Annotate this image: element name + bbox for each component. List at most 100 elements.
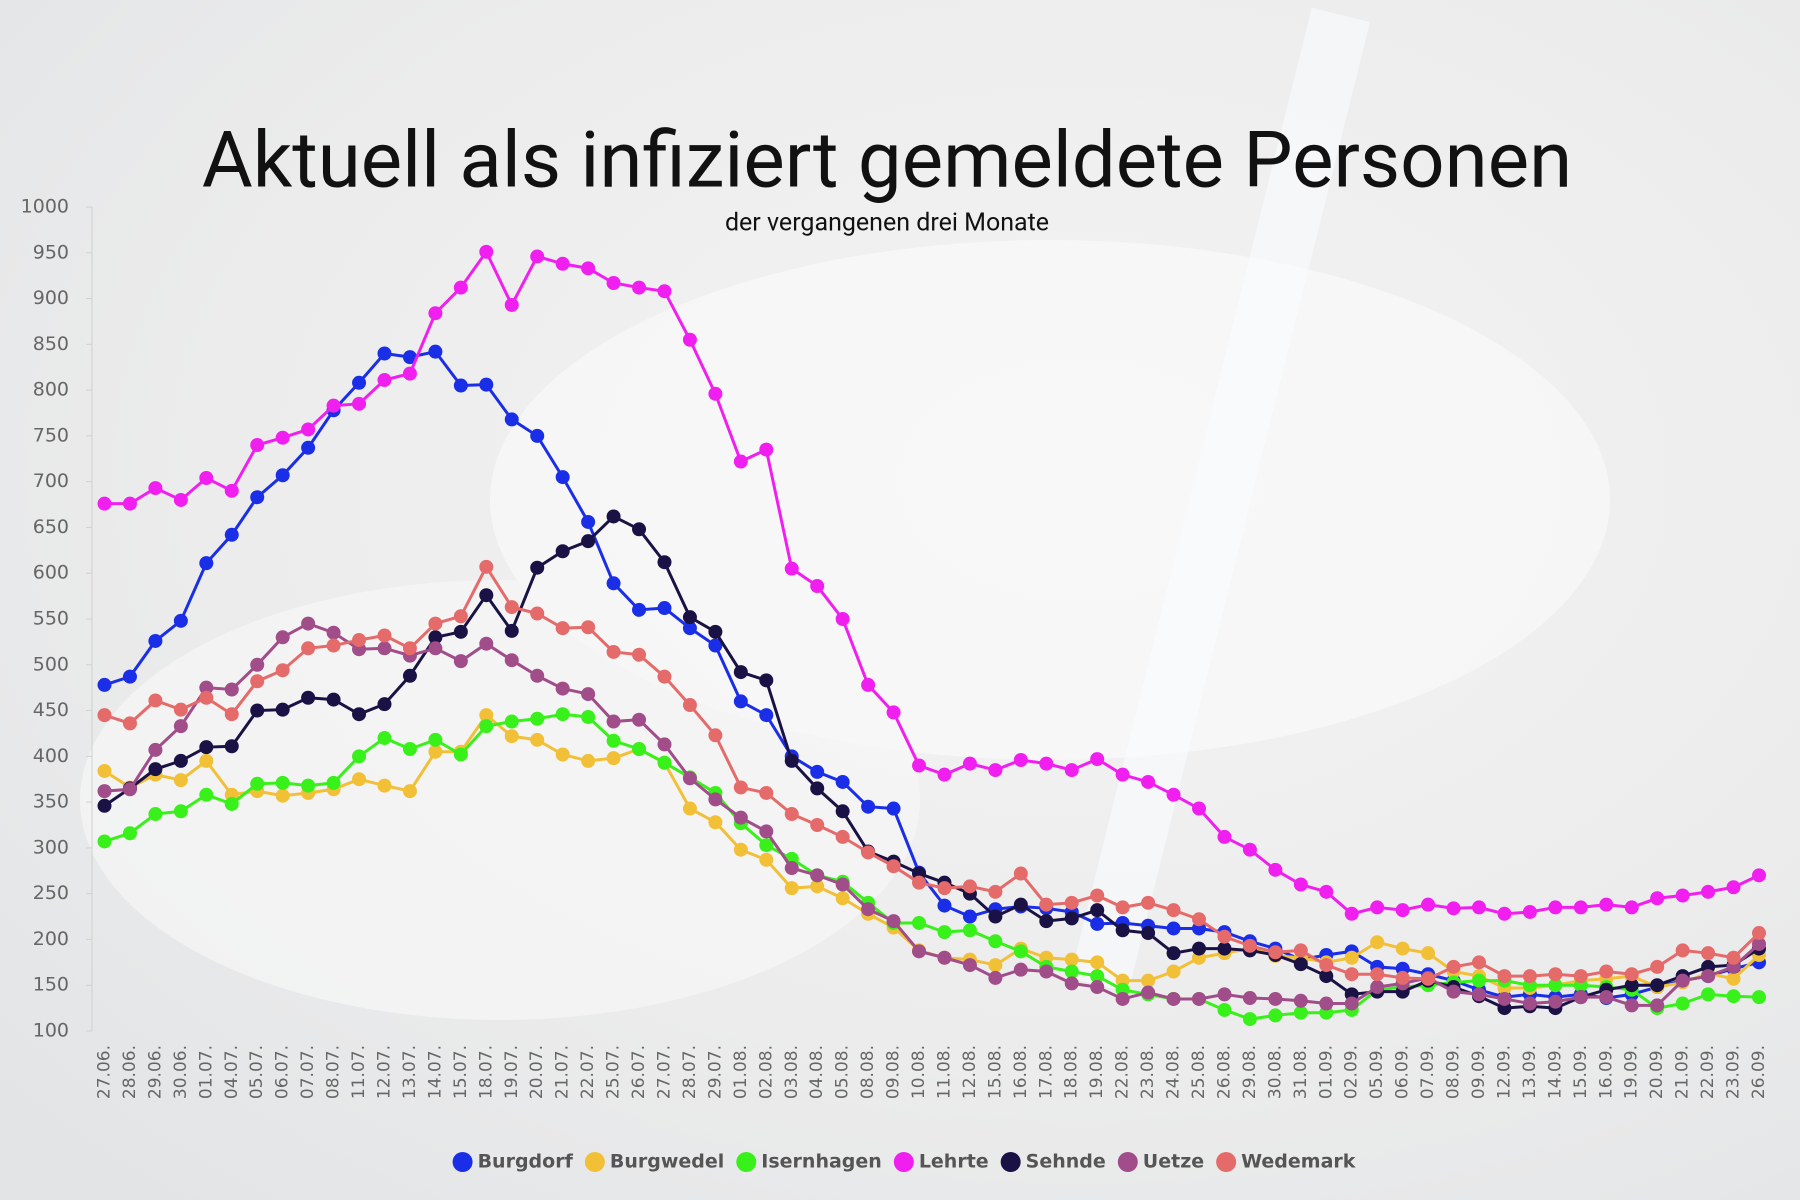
- data-point: [1319, 969, 1334, 984]
- data-point: [555, 256, 570, 271]
- data-point: [682, 771, 697, 786]
- data-point: [962, 756, 977, 771]
- data-point: [708, 815, 723, 830]
- data-point: [97, 784, 112, 799]
- x-tick-label: 30.06.: [171, 1045, 191, 1099]
- data-point: [402, 641, 417, 656]
- data-point: [810, 818, 825, 832]
- data-point: [377, 778, 392, 793]
- data-point: [1446, 901, 1461, 916]
- data-point: [810, 579, 825, 594]
- data-point: [962, 879, 977, 894]
- data-point: [275, 775, 290, 790]
- data-point: [1395, 970, 1410, 985]
- legend-marker: [736, 1152, 757, 1172]
- data-point: [937, 881, 952, 896]
- data-point: [810, 868, 825, 883]
- data-point: [1013, 944, 1028, 959]
- data-point: [555, 747, 570, 762]
- legend-label: Sehnde: [1026, 1151, 1106, 1173]
- data-point: [835, 774, 850, 789]
- data-point: [173, 753, 188, 768]
- data-point: [962, 909, 977, 924]
- data-point: [1090, 916, 1105, 931]
- data-point: [530, 711, 545, 726]
- data-point: [1064, 976, 1079, 991]
- data-point: [1217, 941, 1232, 956]
- data-point: [1421, 897, 1436, 912]
- data-point: [1217, 987, 1232, 1002]
- data-point: [861, 799, 876, 814]
- x-tick-label: 21.07.: [553, 1045, 573, 1099]
- data-point: [912, 944, 927, 959]
- data-point: [632, 712, 647, 727]
- data-point: [173, 613, 188, 628]
- data-point: [1115, 900, 1130, 915]
- data-point: [988, 909, 1003, 924]
- x-tick-label: 13.07.: [400, 1045, 420, 1099]
- data-point: [224, 739, 239, 754]
- data-point: [479, 588, 494, 603]
- data-point: [377, 641, 392, 656]
- x-tick-label: 15.09.: [1571, 1045, 1591, 1099]
- legend-marker: [1216, 1152, 1237, 1172]
- data-point: [1192, 912, 1207, 927]
- y-tick-label: 750: [33, 424, 69, 446]
- x-tick-label: 23.09.: [1724, 1045, 1744, 1099]
- data-point: [555, 681, 570, 696]
- x-tick-label: 04.08.: [807, 1045, 827, 1099]
- data-point: [530, 249, 545, 264]
- data-point: [122, 716, 137, 731]
- x-tick-label: 28.07.: [680, 1045, 700, 1099]
- data-point: [1522, 904, 1537, 919]
- data-point: [606, 644, 621, 659]
- data-point: [1141, 985, 1156, 1000]
- data-point: [1064, 964, 1079, 979]
- data-point: [1090, 752, 1105, 767]
- data-point: [1242, 842, 1257, 857]
- data-point: [352, 772, 367, 787]
- data-point: [1344, 906, 1359, 921]
- data-point: [1675, 973, 1690, 988]
- legend-marker: [1117, 1152, 1138, 1172]
- data-point: [912, 758, 927, 773]
- data-point: [1293, 957, 1308, 972]
- x-tick-label: 06.07.: [273, 1045, 293, 1099]
- data-point: [1141, 973, 1156, 988]
- data-point: [250, 438, 265, 453]
- x-tick-label: 19.09.: [1622, 1045, 1642, 1099]
- data-point: [733, 694, 748, 709]
- legend-marker: [893, 1152, 914, 1172]
- data-point: [1752, 868, 1766, 883]
- data-point: [199, 556, 214, 571]
- data-point: [1166, 946, 1181, 961]
- data-point: [1675, 943, 1690, 958]
- data-point: [1090, 888, 1105, 903]
- x-tick-label: 18.08.: [1062, 1045, 1082, 1099]
- data-point: [1726, 971, 1741, 986]
- data-point: [657, 555, 672, 570]
- data-point: [1599, 990, 1614, 1005]
- data-point: [810, 879, 825, 894]
- data-point: [453, 654, 468, 669]
- data-point: [173, 492, 188, 507]
- data-point: [1039, 756, 1054, 771]
- data-point: [1319, 958, 1334, 973]
- data-point: [301, 422, 316, 437]
- data-point: [1650, 959, 1665, 974]
- data-point: [733, 842, 748, 857]
- x-tick-label: 11.08.: [934, 1045, 954, 1099]
- data-point: [377, 731, 392, 746]
- data-point: [377, 628, 392, 643]
- x-tick-label: 21.09.: [1673, 1045, 1693, 1099]
- data-point: [275, 702, 290, 717]
- data-point: [682, 332, 697, 347]
- x-tick-label: 19.08.: [1087, 1045, 1107, 1099]
- x-tick-label: 20.09.: [1647, 1045, 1667, 1099]
- y-tick-label: 400: [33, 745, 69, 767]
- data-point: [122, 496, 137, 511]
- x-tick-label: 06.09.: [1393, 1045, 1413, 1099]
- data-point: [861, 845, 876, 860]
- data-point: [428, 306, 443, 321]
- data-point: [937, 767, 952, 782]
